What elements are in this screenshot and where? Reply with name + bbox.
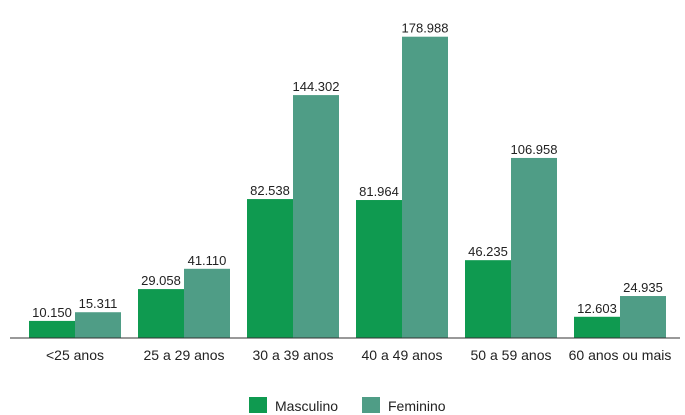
x-tick-label-1: 25 a 29 anos xyxy=(144,347,225,363)
legend-label-masculino: Masculino xyxy=(275,398,338,414)
bars-layer xyxy=(29,36,666,339)
data-labels-layer: 10.150 15.311 29.058 41.110 82.538 144.302 81.… xyxy=(32,21,663,320)
bar-feminino-0 xyxy=(75,312,121,338)
data-label-masculino-3: 81.964 xyxy=(359,184,399,199)
data-label-feminino-1: 41.110 xyxy=(188,253,227,268)
bar-masculino-2 xyxy=(247,199,293,338)
bar-feminino-2 xyxy=(293,95,339,338)
bar-feminino-5 xyxy=(620,296,666,338)
data-label-masculino-1: 29.058 xyxy=(141,273,181,288)
data-label-masculino-4: 46.235 xyxy=(468,244,508,259)
legend: Masculino Feminino xyxy=(249,397,446,414)
data-label-feminino-4: 106.958 xyxy=(511,142,558,157)
data-label-masculino-5: 12.603 xyxy=(577,301,617,316)
x-tick-label-0: <25 anos xyxy=(46,347,104,363)
data-label-feminino-3: 178.988 xyxy=(402,21,449,36)
x-tick-labels: <25 anos 25 a 29 anos 30 a 39 anos 40 a 49 … xyxy=(46,347,671,363)
bar-masculino-1 xyxy=(138,289,184,338)
data-label-feminino-2: 144.302 xyxy=(293,79,340,94)
data-label-masculino-0: 10.150 xyxy=(32,305,72,320)
bar-feminino-3 xyxy=(402,36,448,339)
bar-masculino-4 xyxy=(465,260,511,338)
x-tick-label-3: 40 a 49 anos xyxy=(362,347,443,363)
bar-masculino-3 xyxy=(356,200,402,338)
x-tick-label-2: 30 a 39 anos xyxy=(253,347,334,363)
data-label-feminino-0: 15.311 xyxy=(79,296,118,311)
legend-swatch-feminino xyxy=(362,397,380,413)
x-tick-label-5: 60 anos ou mais xyxy=(569,347,672,363)
data-label-feminino-5: 24.935 xyxy=(623,280,663,295)
bar-masculino-0 xyxy=(29,320,75,338)
x-tick-label-4: 50 a 59 anos xyxy=(471,347,552,363)
legend-swatch-masculino xyxy=(249,397,267,413)
legend-label-feminino: Feminino xyxy=(388,398,446,414)
bar-feminino-4 xyxy=(511,157,557,338)
bar-feminino-1 xyxy=(184,268,230,338)
data-label-masculino-2: 82.538 xyxy=(250,183,290,198)
bar-masculino-5 xyxy=(574,316,620,338)
